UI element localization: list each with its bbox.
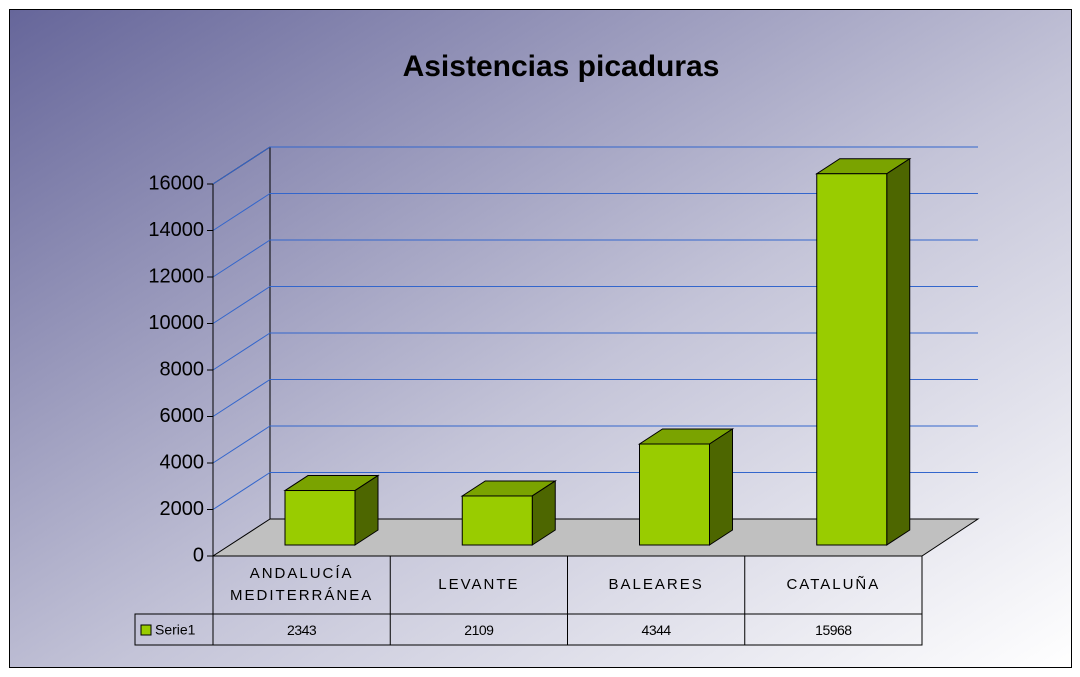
y-tick-label: 4000 — [160, 451, 205, 473]
bar — [461, 495, 533, 546]
data-label: 2109 — [464, 621, 494, 638]
y-tick-label: 8000 — [160, 358, 205, 380]
y-tick-label: 12000 — [148, 265, 204, 287]
y-tick-label: 2000 — [160, 498, 205, 520]
data-label: 2343 — [287, 621, 317, 638]
bar — [284, 490, 356, 546]
y-tick-label: 10000 — [148, 312, 204, 334]
data-label: 15968 — [815, 621, 852, 638]
grid-line — [212, 286, 271, 324]
x-tick-label: LEVANTE — [438, 576, 520, 593]
data-label: 4344 — [641, 621, 672, 638]
legend-label: Serie1 — [155, 622, 196, 638]
legend-cell — [134, 613, 214, 646]
chart-title: Asistencias picaduras — [403, 50, 720, 83]
y-tick-label: 6000 — [160, 405, 205, 427]
legend-swatch — [140, 624, 152, 636]
x-tick-label: CATALUÑA — [786, 576, 881, 593]
grid-line — [212, 425, 271, 464]
y-tick-label: 16000 — [148, 172, 204, 194]
grid-line — [212, 239, 271, 278]
x-tick-label: ANDALUCÍA MEDITERRÁNEA — [230, 565, 374, 604]
bar — [816, 173, 888, 546]
y-tick-label: 14000 — [148, 219, 204, 241]
bar — [639, 443, 710, 546]
x-tick-label: BALEARES — [608, 576, 704, 593]
grid-line — [212, 472, 271, 510]
grid-line — [212, 332, 271, 371]
grid-line — [212, 146, 271, 185]
bar-side — [886, 157, 911, 546]
y-tick-label: 0 — [193, 544, 204, 566]
bar-side — [709, 428, 733, 546]
grid-line — [212, 193, 271, 231]
grid-line — [212, 379, 271, 417]
